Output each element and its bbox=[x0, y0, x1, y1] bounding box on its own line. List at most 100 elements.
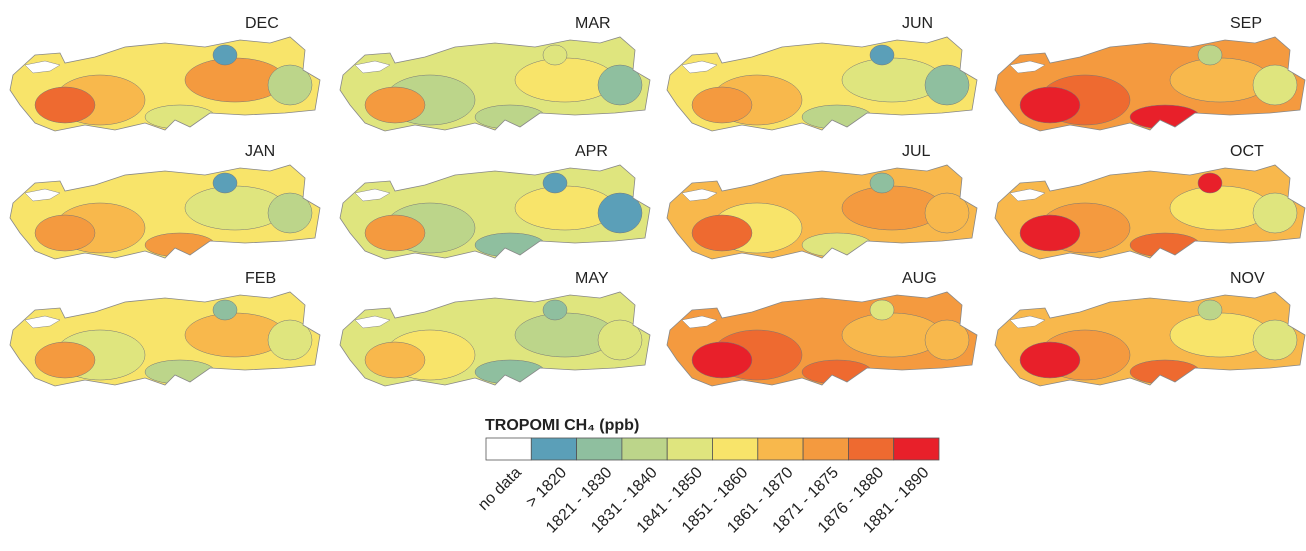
map bbox=[9, 164, 321, 260]
region bbox=[212, 299, 238, 321]
coastline bbox=[354, 60, 391, 74]
border bbox=[9, 36, 321, 132]
region bbox=[924, 192, 970, 234]
legend-swatch bbox=[485, 437, 532, 461]
legend-swatch bbox=[757, 437, 804, 461]
map bbox=[666, 164, 978, 260]
map-fill bbox=[10, 165, 320, 259]
coastline bbox=[681, 60, 718, 74]
coastline bbox=[354, 188, 391, 202]
map bbox=[9, 36, 321, 132]
map bbox=[994, 164, 1306, 260]
coastline bbox=[1009, 188, 1046, 202]
border bbox=[339, 164, 651, 260]
coastline bbox=[681, 188, 718, 202]
legend-title: TROPOMI CH₄ (ppb) bbox=[485, 417, 639, 434]
region bbox=[267, 192, 313, 234]
region bbox=[869, 44, 895, 66]
region bbox=[1019, 86, 1081, 124]
map bbox=[666, 291, 978, 387]
region bbox=[34, 86, 96, 124]
region bbox=[542, 44, 568, 66]
region bbox=[1197, 299, 1223, 321]
region bbox=[1197, 172, 1223, 194]
map-fill bbox=[667, 292, 977, 386]
map-fill bbox=[340, 292, 650, 386]
region bbox=[212, 172, 238, 194]
region bbox=[1019, 341, 1081, 379]
region bbox=[34, 214, 96, 252]
panel-label: DEC bbox=[245, 15, 279, 32]
region bbox=[597, 319, 643, 361]
panel-label: OCT bbox=[1230, 143, 1264, 160]
region bbox=[212, 44, 238, 66]
panel-label: SEP bbox=[1230, 15, 1262, 32]
region bbox=[869, 299, 895, 321]
border bbox=[339, 36, 651, 132]
legend-swatch bbox=[893, 437, 940, 461]
map-fill bbox=[10, 37, 320, 131]
map bbox=[666, 36, 978, 132]
panel-label: NOV bbox=[1230, 270, 1265, 287]
coastline bbox=[24, 315, 61, 329]
region bbox=[691, 214, 753, 252]
region bbox=[924, 64, 970, 106]
map-fill bbox=[667, 37, 977, 131]
region bbox=[1252, 319, 1298, 361]
region bbox=[597, 64, 643, 106]
coastline bbox=[1009, 315, 1046, 329]
border bbox=[994, 291, 1306, 387]
panel-label: JAN bbox=[245, 143, 275, 160]
legend-swatch bbox=[530, 437, 577, 461]
map bbox=[339, 36, 651, 132]
legend-label: no data bbox=[475, 464, 525, 514]
panel-label: JUN bbox=[902, 15, 933, 32]
map-fill bbox=[667, 165, 977, 259]
region bbox=[34, 341, 96, 379]
region bbox=[691, 86, 753, 124]
map bbox=[339, 291, 651, 387]
coastline bbox=[24, 60, 61, 74]
map bbox=[339, 164, 651, 260]
coastline bbox=[1009, 60, 1046, 74]
panel-label: MAY bbox=[575, 270, 609, 287]
map-fill bbox=[995, 165, 1305, 259]
legend-swatch bbox=[576, 437, 623, 461]
panel-label: AUG bbox=[902, 270, 937, 287]
map bbox=[994, 291, 1306, 387]
map-fill bbox=[10, 292, 320, 386]
region bbox=[364, 214, 426, 252]
region bbox=[542, 299, 568, 321]
panel-label: APR bbox=[575, 143, 608, 160]
region bbox=[364, 86, 426, 124]
border bbox=[666, 291, 978, 387]
map bbox=[9, 291, 321, 387]
map-fill bbox=[995, 37, 1305, 131]
region bbox=[691, 341, 753, 379]
coastline bbox=[354, 315, 391, 329]
map-fill bbox=[995, 292, 1305, 386]
border bbox=[9, 164, 321, 260]
region bbox=[924, 319, 970, 361]
legend-swatch bbox=[621, 437, 668, 461]
coastline bbox=[681, 315, 718, 329]
border bbox=[666, 164, 978, 260]
panel-label: FEB bbox=[245, 270, 276, 287]
map-fill bbox=[340, 37, 650, 131]
region bbox=[597, 192, 643, 234]
region bbox=[1252, 192, 1298, 234]
map-fill bbox=[340, 165, 650, 259]
border bbox=[9, 291, 321, 387]
legend-swatch bbox=[712, 437, 759, 461]
border bbox=[339, 291, 651, 387]
region bbox=[267, 64, 313, 106]
region bbox=[1019, 214, 1081, 252]
region bbox=[364, 341, 426, 379]
region bbox=[267, 319, 313, 361]
panel-label: JUL bbox=[902, 143, 931, 160]
border bbox=[994, 164, 1306, 260]
region bbox=[1197, 44, 1223, 66]
legend-swatch bbox=[666, 437, 713, 461]
region bbox=[542, 172, 568, 194]
